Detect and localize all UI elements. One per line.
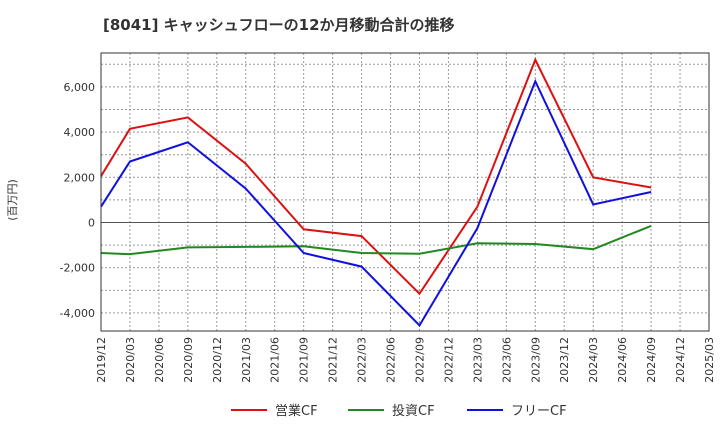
- y-tick-label: 6,000: [64, 81, 96, 94]
- x-tick-label: 2020/06: [153, 337, 166, 383]
- x-tick-label: 2023/06: [500, 337, 513, 383]
- y-axis: -4,000 -2,000 0 2,000 4,000 6,000: [60, 81, 95, 320]
- x-tick-label: 2024/03: [587, 337, 600, 383]
- x-tick-label: 2022/12: [442, 337, 455, 383]
- legend-label: フリーCF: [511, 404, 567, 419]
- x-tick-label: 2020/12: [211, 337, 224, 383]
- x-tick-label: 2022/06: [385, 337, 398, 383]
- x-tick-label: 2021/06: [269, 337, 282, 383]
- x-tick-label: 2019/12: [95, 337, 108, 383]
- legend: 営業CF 投資CF フリーCF: [231, 403, 567, 419]
- x-tick-label: 2020/03: [124, 337, 137, 383]
- x-tick-label: 2024/06: [616, 337, 629, 383]
- x-tick-label: 2021/12: [327, 337, 340, 383]
- x-tick-label: 2022/09: [413, 337, 426, 383]
- y-tick-label: 4,000: [64, 126, 96, 139]
- y-axis-label: (百万円): [6, 179, 19, 221]
- y-tick-label: -4,000: [60, 307, 95, 320]
- x-tick-label: 2023/12: [558, 337, 571, 383]
- legend-label: 投資CF: [392, 403, 435, 419]
- x-tick-label: 2025/03: [703, 337, 716, 383]
- grid: [100, 53, 710, 331]
- legend-label: 営業CF: [275, 403, 318, 419]
- y-tick-label: -2,000: [60, 262, 95, 275]
- x-tick-label: 2024/12: [674, 337, 687, 383]
- x-axis: 2019/12 2020/03 2020/06 2020/09 2020/12 2021/…: [95, 337, 716, 383]
- y-tick-label: 2,000: [64, 171, 96, 184]
- x-tick-label: 2022/03: [356, 337, 369, 383]
- chart-title: [8041] キャッシュフローの12か月移動合計の推移: [103, 16, 455, 34]
- x-tick-label: 2020/09: [182, 337, 195, 383]
- series-lines: [100, 57, 652, 327]
- series-line-2: [100, 78, 652, 327]
- x-tick-label: 2024/09: [645, 337, 658, 383]
- x-tick-label: 2021/09: [298, 337, 311, 383]
- x-tick-label: 2021/03: [240, 337, 253, 383]
- series-line-0: [100, 57, 652, 296]
- x-tick-label: 2023/03: [471, 337, 484, 383]
- x-tick-label: 2023/09: [529, 337, 542, 383]
- series-line-1: [100, 224, 652, 256]
- plot-frame: [100, 52, 710, 332]
- y-tick-label: 0: [88, 217, 95, 230]
